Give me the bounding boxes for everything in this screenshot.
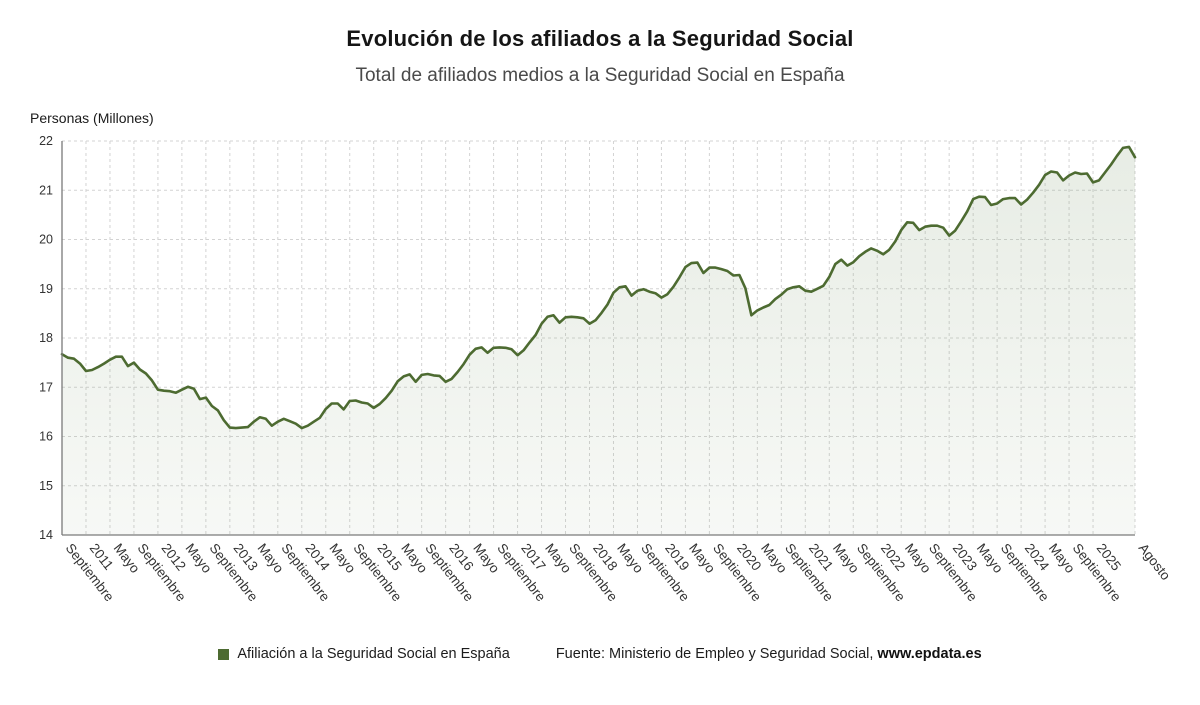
x-tick-label: Mayo xyxy=(830,541,862,576)
y-tick-label: 21 xyxy=(39,183,53,197)
x-tick-label: Mayo xyxy=(542,541,574,576)
x-tick-label: Mayo xyxy=(974,541,1006,576)
x-tick-label: Mayo xyxy=(1046,541,1078,576)
y-tick-label: 15 xyxy=(39,479,53,493)
y-tick-label: 16 xyxy=(39,430,53,444)
epdata-link[interactable]: www.epdata.es xyxy=(877,646,982,662)
x-tick-label: Mayo xyxy=(111,541,143,576)
legend-label: Afiliación a la Seguridad Social en Espa… xyxy=(237,646,510,662)
x-tick-label: Mayo xyxy=(614,541,646,576)
x-tick-label: Mayo xyxy=(254,541,286,576)
y-tick-label: 19 xyxy=(39,282,53,296)
x-tick-label: Mayo xyxy=(902,541,934,576)
chart-title: Evolución de los afiliados a la Segurida… xyxy=(346,26,854,51)
y-tick-label: 14 xyxy=(39,528,53,542)
chart-footer: Afiliación a la Seguridad Social en Espa… xyxy=(0,646,1200,662)
y-tick-label: 22 xyxy=(39,134,53,148)
chart-subtitle: Total de afiliados medios a la Seguridad… xyxy=(355,65,845,86)
plot-area: 141516171819202122Septiembre2011MayoSept… xyxy=(39,134,1173,604)
series-line xyxy=(60,145,1137,430)
y-axis-title: Personas (Millones) xyxy=(30,110,154,126)
series-area xyxy=(62,146,1135,535)
legend-marker xyxy=(218,648,230,660)
y-tick-label: 18 xyxy=(39,331,53,345)
x-tick-label: Mayo xyxy=(470,541,502,576)
source-note: Fuente: Ministerio de Empleo y Seguridad… xyxy=(556,646,982,662)
legend-item[interactable]: Afiliación a la Seguridad Social en Espa… xyxy=(218,646,510,662)
x-tick-label: Mayo xyxy=(686,541,718,576)
x-tick-label: Agosto xyxy=(1136,541,1174,583)
y-tick-label: 20 xyxy=(39,233,53,247)
x-tick-label: Mayo xyxy=(398,541,430,576)
source-text: Fuente: Ministerio de Empleo y Seguridad… xyxy=(555,646,878,662)
x-tick-label: Mayo xyxy=(326,541,358,576)
y-tick-label: 17 xyxy=(39,380,53,394)
x-tick-label: Mayo xyxy=(758,541,790,576)
x-tick-label: Mayo xyxy=(183,541,215,576)
chart-canvas: 141516171819202122Septiembre2011MayoSept… xyxy=(39,134,1173,604)
